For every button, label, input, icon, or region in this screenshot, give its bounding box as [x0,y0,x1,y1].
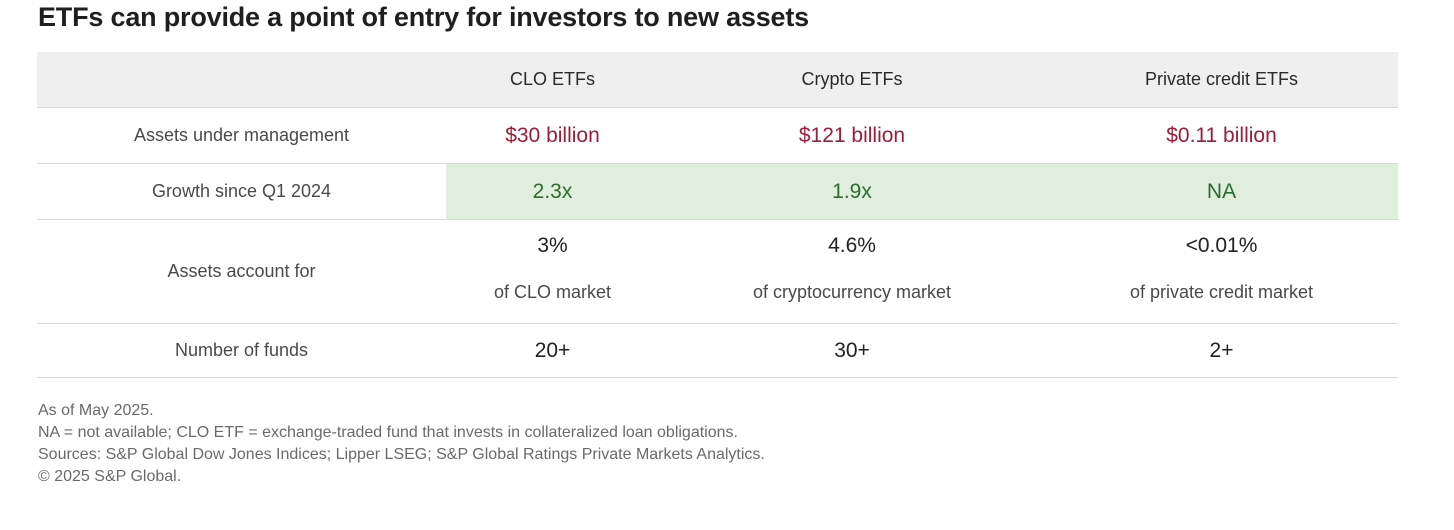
aum-value: $0.11 billion [1166,123,1277,147]
header-crypto-etfs: Crypto ETFs [659,52,1045,107]
aum-clo-cell: $30 billion [446,108,659,163]
growth-value: 2.3x [532,179,573,203]
share-clo-cell: 3% of CLO market [446,220,659,323]
share-subtext: of cryptocurrency market [752,282,952,302]
aum-value: $30 billion [505,123,600,147]
header-empty-cell [37,52,446,107]
header-label: Crypto ETFs [801,69,903,89]
share-crypto-cell: 4.6% of cryptocurrency market [659,220,1045,323]
header-label: Private credit ETFs [1144,69,1299,89]
footnote-copyright: © 2025 S&P Global. [38,468,182,485]
growth-private-credit-cell: NA [1045,164,1398,219]
growth-clo-cell: 2.3x [446,164,659,219]
row-label-cell: Number of funds [37,324,446,377]
share-value: <0.01% [1185,234,1258,257]
footnote-date: As of May 2025. [38,402,154,419]
growth-crypto-cell: 1.9x [659,164,1045,219]
table-row-aum: Assets under management $30 billion $121… [37,108,1398,164]
row-label: Number of funds [174,340,309,360]
table-header-row: CLO ETFs Crypto ETFs Private credit ETFs [37,52,1398,108]
aum-value: $121 billion [798,123,906,147]
funds-value: 30+ [834,338,870,362]
growth-value: 1.9x [832,179,872,203]
footnote-sources: Sources: S&P Global Dow Jones Indices; L… [38,446,765,463]
funds-crypto-cell: 30+ [659,324,1045,377]
chart-title: ETFs can provide a point of entry for in… [38,2,809,32]
table-row-share: Assets account for 3% of CLO market 4.6%… [37,220,1398,324]
row-label: Assets account for [167,261,316,281]
row-label: Growth since Q1 2024 [151,181,332,201]
header-clo-etfs: CLO ETFs [446,52,659,107]
aum-crypto-cell: $121 billion [659,108,1045,163]
row-label-cell: Assets under management [37,108,446,163]
share-value: 4.6% [828,234,876,257]
share-value: 3% [537,234,568,257]
table-row-funds: Number of funds 20+ 30+ 2+ [37,324,1398,378]
footnote-abbreviations: NA = not available; CLO ETF = exchange-t… [38,424,738,441]
header-label: CLO ETFs [509,69,595,89]
funds-value: 2+ [1209,338,1234,362]
funds-private-credit-cell: 2+ [1045,324,1398,377]
footnotes: As of May 2025. NA = not available; CLO … [38,400,765,488]
share-subtext: of private credit market [1129,282,1314,302]
funds-clo-cell: 20+ [446,324,659,377]
row-label-cell: Growth since Q1 2024 [37,164,446,219]
growth-value: NA [1206,179,1237,203]
row-label: Assets under management [133,125,350,145]
header-private-credit-etfs: Private credit ETFs [1045,52,1398,107]
table-row-growth: Growth since Q1 2024 2.3x 1.9x NA [37,164,1398,220]
row-label-cell: Assets account for [37,220,446,323]
etf-comparison-table: CLO ETFs Crypto ETFs Private credit ETFs… [37,52,1398,378]
funds-value: 20+ [534,338,571,362]
share-subtext: of CLO market [493,282,612,302]
aum-private-credit-cell: $0.11 billion [1045,108,1398,163]
share-private-credit-cell: <0.01% of private credit market [1045,220,1398,323]
